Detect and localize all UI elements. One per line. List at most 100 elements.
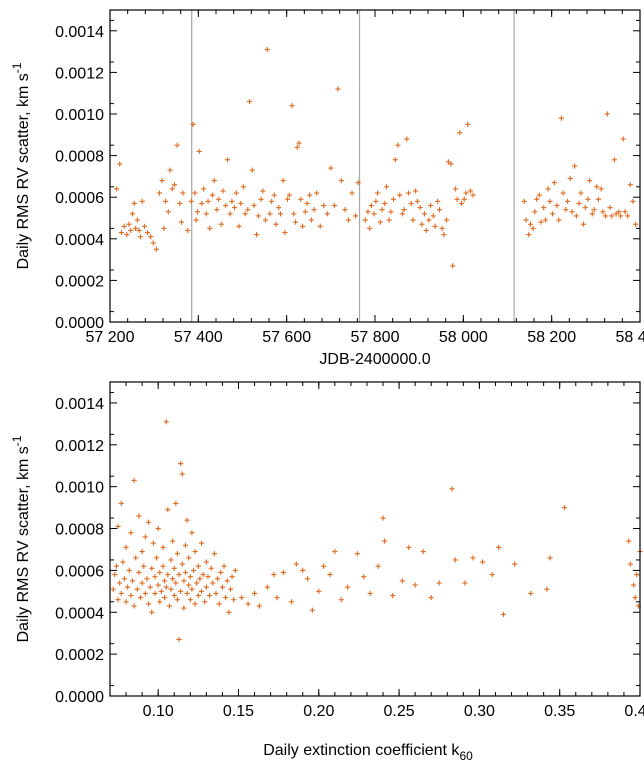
data-point — [556, 217, 562, 223]
y-tick-label: 0.0006 — [55, 563, 104, 580]
data-point — [578, 190, 584, 196]
data-point — [632, 595, 638, 601]
data-point — [397, 192, 403, 198]
data-point — [117, 161, 123, 167]
data-point — [181, 605, 187, 611]
data-point — [298, 196, 304, 202]
data-point — [316, 588, 322, 594]
data-point — [576, 200, 582, 207]
data-point — [430, 213, 436, 219]
data-point — [197, 576, 203, 582]
data-point — [595, 196, 602, 202]
data-point — [300, 567, 306, 573]
data-point — [142, 534, 148, 540]
data-point — [115, 597, 121, 603]
data-point — [549, 211, 556, 217]
data-point — [120, 559, 126, 565]
x-axis-label: JDB-2400000.0 — [319, 351, 430, 368]
data-point — [538, 219, 544, 225]
data-point — [541, 205, 547, 211]
data-point — [545, 186, 551, 192]
data-point — [139, 198, 145, 204]
data-point — [145, 601, 152, 607]
data-point — [327, 571, 333, 578]
data-point — [210, 580, 216, 586]
data-point — [255, 213, 261, 219]
data-point — [110, 586, 116, 592]
data-point — [367, 590, 373, 597]
data-point — [314, 190, 320, 196]
data-point — [280, 569, 287, 576]
data-point — [251, 590, 258, 597]
scatter-points — [114, 46, 639, 269]
data-point — [406, 544, 412, 550]
data-point — [573, 213, 579, 219]
data-point — [202, 599, 208, 605]
data-point — [443, 217, 450, 223]
data-point — [129, 211, 136, 217]
data-point — [616, 209, 622, 215]
data-point — [169, 186, 175, 192]
data-point — [286, 192, 292, 198]
data-point — [113, 563, 120, 569]
data-point — [311, 207, 317, 213]
data-point — [232, 567, 238, 573]
data-point — [198, 588, 205, 594]
data-point — [589, 211, 595, 217]
data-point — [192, 548, 198, 555]
data-point — [379, 207, 385, 213]
data-point — [206, 592, 213, 599]
y-axis-ticks: 0.0000 0.0002 0.0004 0.0006 0.0008 0.0010 0.00… — [55, 19, 640, 332]
data-point — [317, 223, 323, 229]
data-point — [223, 202, 229, 209]
data-point — [421, 211, 428, 217]
data-point — [496, 544, 502, 550]
data-point — [176, 571, 182, 578]
data-point — [269, 198, 275, 204]
y-tick-label: 0.0000 — [55, 315, 104, 332]
data-point — [214, 207, 220, 213]
data-point — [607, 205, 613, 211]
data-point — [390, 196, 397, 202]
data-point — [462, 580, 468, 586]
data-point — [296, 140, 302, 146]
data-point — [419, 221, 425, 227]
data-point — [561, 505, 568, 511]
data-point — [458, 200, 465, 207]
data-point — [171, 182, 178, 188]
data-point — [134, 217, 140, 223]
data-point — [521, 198, 527, 204]
data-point — [345, 584, 351, 590]
data-point — [226, 609, 232, 615]
y-tick-label: 0.0012 — [55, 65, 104, 82]
x-tick-label: 58 400 — [616, 329, 644, 346]
data-point — [399, 578, 405, 584]
panel-time-series: 0.0000 0.0002 0.0004 0.0006 0.0008 0.0010 0.00… — [10, 9, 644, 368]
data-point — [551, 180, 557, 186]
data-point — [136, 513, 142, 519]
data-point — [582, 205, 588, 211]
data-point — [274, 595, 280, 601]
x-tick-label: 58 000 — [439, 329, 488, 346]
data-point — [117, 580, 123, 586]
data-point — [547, 198, 553, 204]
data-point — [128, 227, 134, 234]
data-point — [405, 190, 412, 196]
plot-frame — [109, 381, 641, 697]
data-point — [452, 557, 458, 563]
data-point — [377, 219, 383, 225]
data-point — [180, 190, 186, 196]
data-point — [276, 205, 282, 211]
data-point — [264, 584, 270, 590]
data-point — [165, 507, 171, 513]
data-point — [123, 599, 129, 605]
data-point — [181, 578, 187, 584]
data-point — [174, 142, 180, 148]
data-point — [165, 571, 171, 578]
data-point — [218, 569, 224, 576]
x-tick-label: 57 200 — [86, 329, 135, 346]
data-point — [401, 207, 407, 213]
data-point — [450, 263, 456, 269]
data-point — [544, 586, 550, 592]
data-point — [428, 595, 434, 601]
